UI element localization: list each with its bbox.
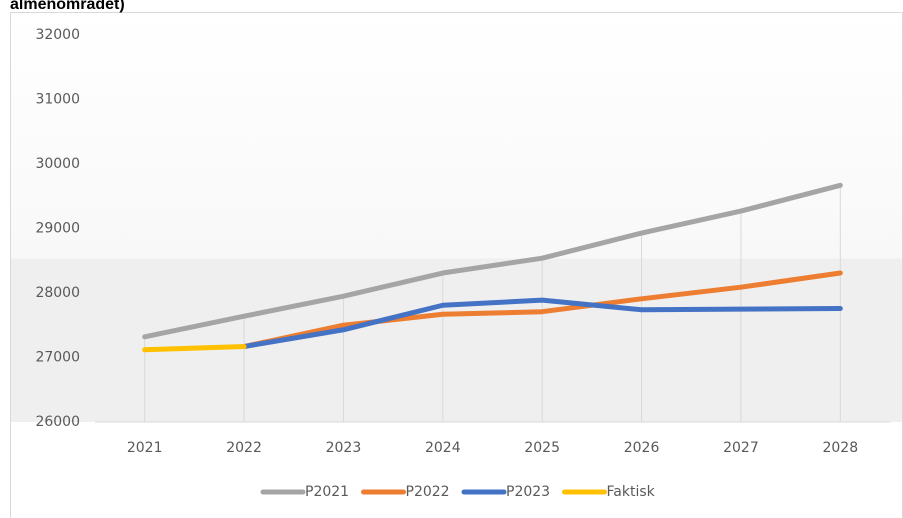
x-tick-label: 2027 (723, 440, 759, 456)
y-tick-label: 26000 (35, 414, 80, 430)
y-tick-label: 27000 (35, 350, 80, 366)
x-tick-label: 2021 (127, 440, 163, 456)
series-line (241, 297, 843, 350)
chart-title: almenområdet) (10, 0, 125, 13)
legend-label: P2023 (506, 484, 550, 500)
legend-label: Faktisk (607, 484, 656, 500)
x-tick-label: 2022 (226, 440, 262, 456)
x-tick-label: 2025 (524, 440, 560, 456)
x-tick-label: 2028 (822, 440, 858, 456)
series-line (241, 270, 843, 350)
y-tick-label: 30000 (35, 156, 80, 172)
y-tick-label: 32000 (35, 27, 80, 43)
series-line (142, 344, 247, 353)
legend-label: P2021 (305, 484, 349, 500)
x-tick-label: 2023 (326, 440, 362, 456)
y-tick-label: 31000 (35, 92, 80, 108)
y-tick-label: 28000 (35, 285, 80, 301)
x-tick-label: 2026 (624, 440, 660, 456)
plot-background (11, 13, 902, 422)
x-tick-label: 2024 (425, 440, 461, 456)
y-tick-label: 29000 (35, 221, 80, 237)
legend-label: P2022 (406, 484, 450, 500)
series-line (142, 182, 843, 340)
